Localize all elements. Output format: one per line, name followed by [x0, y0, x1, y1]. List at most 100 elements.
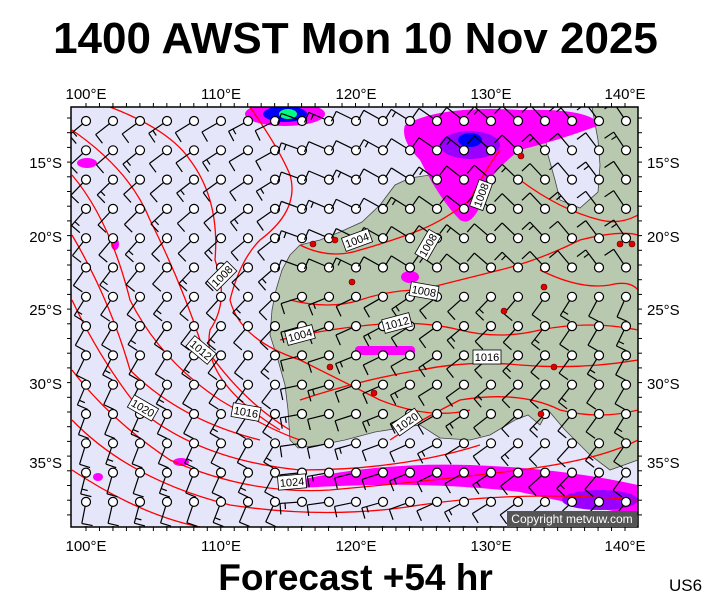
wind-barb: [131, 438, 146, 469]
wind-barb: [584, 467, 605, 497]
wind-barb: [307, 408, 335, 431]
wind-barb: [412, 137, 443, 156]
wind-barb: [209, 408, 227, 440]
wind-barb: [106, 467, 119, 498]
wind-barb: [245, 526, 251, 527]
lon-label: 140°E: [604, 538, 645, 555]
isobar-label: 1012: [381, 312, 413, 334]
wind-barb: [101, 321, 119, 352]
model-code: US6: [669, 576, 703, 595]
wind-barb: [185, 467, 200, 498]
wind-barb: [201, 115, 227, 142]
wind-barb: [261, 379, 281, 410]
wind-barb: [155, 379, 173, 410]
wind-barb: [444, 467, 470, 494]
wind-barb: [208, 379, 227, 410]
wind-barb: [439, 107, 470, 127]
lat-label: 35°S: [29, 455, 62, 472]
wind-barb: [107, 496, 119, 527]
wind-barb: [229, 203, 254, 232]
wind-barb: [613, 438, 632, 469]
wind-barb: [153, 321, 173, 351]
wind-barb: [604, 219, 632, 244]
low-markers: [309, 152, 636, 418]
wind-barb: [521, 221, 551, 244]
wind-barb: [604, 160, 632, 185]
wind-barb: [559, 321, 578, 351]
wind-barb: [335, 350, 362, 375]
lon-label: 140°E: [604, 86, 645, 103]
wind-barb: [613, 408, 632, 439]
wind-barb: [104, 408, 119, 440]
wind-barb: [258, 291, 281, 321]
wind-barb: [233, 321, 254, 351]
wind-barb: [233, 350, 254, 380]
wind-barb: [412, 254, 443, 273]
wind-barb: [137, 526, 143, 527]
wind-barb: [615, 321, 632, 352]
wind-barb: [303, 258, 335, 273]
wind-barb: [334, 408, 362, 432]
wind-barb: [96, 174, 119, 204]
isobar-label: 1008: [408, 281, 440, 301]
isobar-value: 1024: [279, 476, 304, 490]
wind-barb: [361, 438, 389, 462]
wind-barb: [150, 203, 173, 233]
wind-barb: [124, 203, 146, 233]
wind-barb: [586, 350, 605, 381]
wind-barb: [417, 379, 443, 407]
wind-barb: [264, 467, 281, 498]
wind-barb: [502, 321, 524, 351]
wind-barb: [417, 408, 443, 435]
wind-barb: [385, 226, 416, 244]
wind-barb: [576, 220, 605, 244]
wind-barb: [306, 496, 335, 516]
wind-barb: [105, 438, 119, 469]
wind-barb: [277, 200, 308, 214]
wind-barb: [471, 496, 497, 524]
wind-barb: [357, 139, 389, 156]
lon-labels-top: 100°E 110°E 120°E 130°E 140°E: [65, 86, 645, 103]
wind-barb: [303, 229, 335, 244]
wind-barb: [121, 115, 146, 144]
wind-barb: [439, 165, 470, 185]
lat-label: 30°S: [29, 376, 62, 393]
wind-barb: [494, 251, 524, 273]
lon-label: 130°E: [470, 538, 511, 555]
wind-barb: [279, 408, 308, 429]
wind-barb: [330, 198, 362, 214]
map-title: 1400 AWST Mon 10 Nov 2025: [53, 14, 658, 63]
wind-barb: [385, 167, 416, 185]
wind-barb: [614, 379, 632, 410]
wind-barb: [191, 526, 197, 527]
isobar-label: 1024: [277, 473, 307, 491]
wind-barb: [148, 115, 173, 143]
wind-barb: [407, 526, 413, 527]
wind-barb: [576, 132, 605, 156]
wind-barb: [122, 145, 146, 174]
isobar-label: 1016: [472, 349, 502, 365]
wind-barb: [549, 220, 578, 244]
wind-barb: [75, 350, 92, 381]
wind-barb: [521, 133, 551, 156]
wind-barb: [277, 230, 308, 244]
wind-barb: [175, 145, 200, 173]
wind-barb: [229, 174, 254, 202]
wind-barb: [177, 233, 200, 262]
wind-barb: [330, 110, 362, 127]
wind-barb: [500, 467, 524, 496]
lat-label: 15°S: [647, 155, 680, 172]
wind-barb: [417, 438, 443, 464]
lat-label: 30°S: [647, 376, 680, 393]
wind-barb: [228, 115, 254, 142]
wind-barb: [259, 321, 281, 351]
lon-label: 120°E: [335, 538, 376, 555]
wind-barb: [303, 170, 335, 185]
wind-barb: [102, 350, 119, 381]
wind-barb: [277, 259, 308, 273]
wind-barb: [389, 467, 416, 492]
wind-barb: [78, 438, 92, 469]
wind-barb: [557, 379, 578, 410]
wind-barb: [76, 379, 92, 410]
wind-barb: [326, 526, 332, 527]
